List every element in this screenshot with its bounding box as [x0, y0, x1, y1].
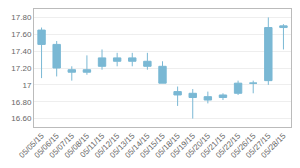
svg-text:05/28/15: 05/28/15: [259, 131, 288, 160]
svg-text:05/18/15: 05/18/15: [153, 131, 182, 160]
svg-text:17.20: 17.20: [11, 64, 32, 73]
svg-text:05/07/15: 05/07/15: [48, 131, 77, 160]
svg-text:05/13/15: 05/13/15: [108, 131, 137, 160]
svg-text:17.40: 17.40: [11, 47, 32, 56]
svg-text:16.80: 16.80: [11, 98, 32, 107]
svg-text:05/22/15: 05/22/15: [214, 131, 243, 160]
svg-text:17.80: 17.80: [11, 13, 32, 22]
svg-text:05/11/15: 05/11/15: [78, 131, 106, 159]
svg-text:05/08/15: 05/08/15: [63, 131, 92, 160]
svg-text:05/05/15: 05/05/15: [17, 131, 46, 160]
svg-text:16.60: 16.60: [11, 114, 32, 123]
svg-text:05/15/15: 05/15/15: [138, 131, 167, 160]
svg-text:05/20/15: 05/20/15: [184, 131, 213, 160]
svg-text:05/06/15: 05/06/15: [33, 131, 62, 160]
svg-text:17: 17: [22, 81, 31, 90]
svg-text:05/14/15: 05/14/15: [123, 131, 152, 160]
svg-text:05/19/15: 05/19/15: [169, 131, 198, 160]
svg-text:05/12/15: 05/12/15: [93, 131, 122, 160]
svg-text:05/27/15: 05/27/15: [244, 131, 273, 160]
svg-text:17.60: 17.60: [11, 30, 32, 39]
svg-text:05/21/15: 05/21/15: [199, 131, 228, 160]
svg-text:05/26/15: 05/26/15: [229, 131, 258, 160]
